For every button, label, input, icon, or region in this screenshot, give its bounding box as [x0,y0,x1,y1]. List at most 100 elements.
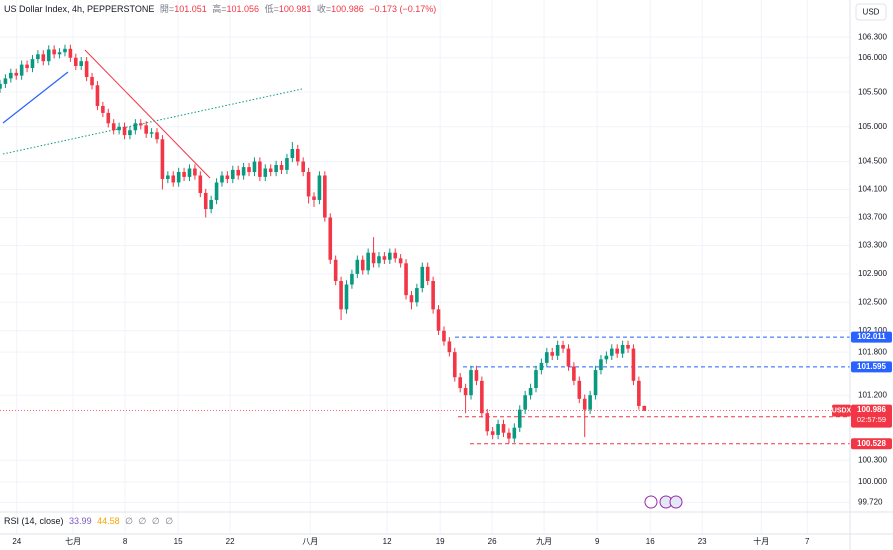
rsi-title: RSI (14, close) [4,516,64,526]
y-tick-label: 106.000 [858,53,887,62]
candle-body [420,266,425,289]
x-tick-label: 八月 [302,537,318,546]
candle-body [0,83,2,89]
candle-body [171,175,176,183]
candle-body [360,259,365,271]
candle-body [36,54,40,60]
y-tick-label: 102.500 [858,297,887,306]
trend-line [84,49,211,179]
x-tick-label: 26 [488,537,497,546]
candle-body [328,217,333,260]
y-tick-label: 100.000 [858,477,887,486]
x-tick-label: 23 [698,537,707,546]
candle-body [496,424,500,435]
x-tick-label: 19 [436,537,445,546]
candle-body [561,345,565,349]
candle-body [577,380,582,399]
candle-body [290,148,295,159]
candle-body [203,192,208,210]
candle-body [68,48,73,58]
candle-body [447,341,452,353]
y-tick-label: 100.300 [858,455,887,464]
candle-body [79,61,84,66]
candle-body [431,280,435,310]
event-icon[interactable] [644,495,658,509]
candle-body [626,345,630,349]
candles [0,44,647,444]
candle-body [442,330,446,342]
candle-body [133,123,138,131]
price-level-tag-bg [851,331,892,343]
candle-body [111,123,116,131]
ohlc-label: 低= [265,3,279,14]
candle-body [295,148,300,162]
symbol-tag: USDX [832,407,852,414]
candle-body [30,59,35,69]
candle-body [339,280,343,310]
candle-body [490,431,495,435]
candle-body [19,64,24,76]
candle-body [187,168,192,177]
candle-body [555,345,560,356]
rsi-empty: ∅ [152,516,160,526]
rsi-value: 33.99 [69,516,92,526]
candle-body [415,288,419,303]
candle-body [637,380,641,406]
y-tick-label: 102.900 [858,269,887,278]
candle-body [609,348,614,356]
y-tick-label: 103.700 [858,213,887,222]
price-tags: 102.011101.595100.901100.528100.98602:57… [832,331,892,450]
y-tick-label: 104.100 [858,185,887,194]
y-tick-label: 103.300 [858,241,887,250]
rsi-legend: RSI (14, close) 33.99 44.58 ∅ ∅ ∅ ∅ [4,516,173,526]
candle-body [485,413,490,432]
x-tick-label: 22 [226,537,235,546]
ohlc-value: 100.981 [279,4,312,14]
x-tick-label: 9 [595,537,600,546]
ohlc-value: 101.051 [174,4,207,14]
candle-body [3,78,8,84]
y-tick-label: 102.100 [858,326,887,335]
currency-button[interactable] [855,3,887,21]
candle-body [106,112,111,124]
candle-body [355,259,360,274]
x-tick-label: 七月 [65,537,81,546]
y-tick-label: 104.500 [858,157,887,166]
candle-body [285,158,289,170]
candle-body [122,126,127,136]
event-icon[interactable] [669,495,683,509]
y-tick-label: 101.200 [858,390,887,399]
x-tick-label: 15 [174,537,183,546]
symbol: US Dollar Index, 4h, PEPPERSTONE [4,4,154,14]
candle-body [63,48,67,53]
candle-body [398,258,403,264]
candle-body [279,165,284,170]
price-level-tag-bg [851,361,892,373]
x-tick-label: 7 [805,537,810,546]
candle-body [117,126,121,131]
ohlc-value: 101.056 [227,4,260,14]
candle-body [507,432,511,439]
candle-body [436,309,441,331]
rsi-empty: ∅ [125,516,133,526]
candle-body [523,395,527,410]
x-tick-label: 九月 [536,537,552,546]
candle-body [463,388,468,396]
candle-body [404,263,408,296]
grid [0,0,850,534]
candle-body [9,72,13,79]
currency[interactable]: USD [863,8,880,17]
candle-body [323,175,327,218]
candle-body [46,49,51,62]
change: −0.173 (−0.17%) [369,4,436,14]
price-level-tag: 100.528 [857,439,886,448]
candle-body [73,57,78,66]
candle-body [572,366,576,381]
candle-body [582,398,587,410]
x-tick-label: 8 [123,537,128,546]
candle-body [545,352,549,363]
rsi-empty: ∅ [139,516,147,526]
last-price-tag-bg [851,404,892,428]
candle-body [371,252,376,264]
candle-body [393,252,398,259]
